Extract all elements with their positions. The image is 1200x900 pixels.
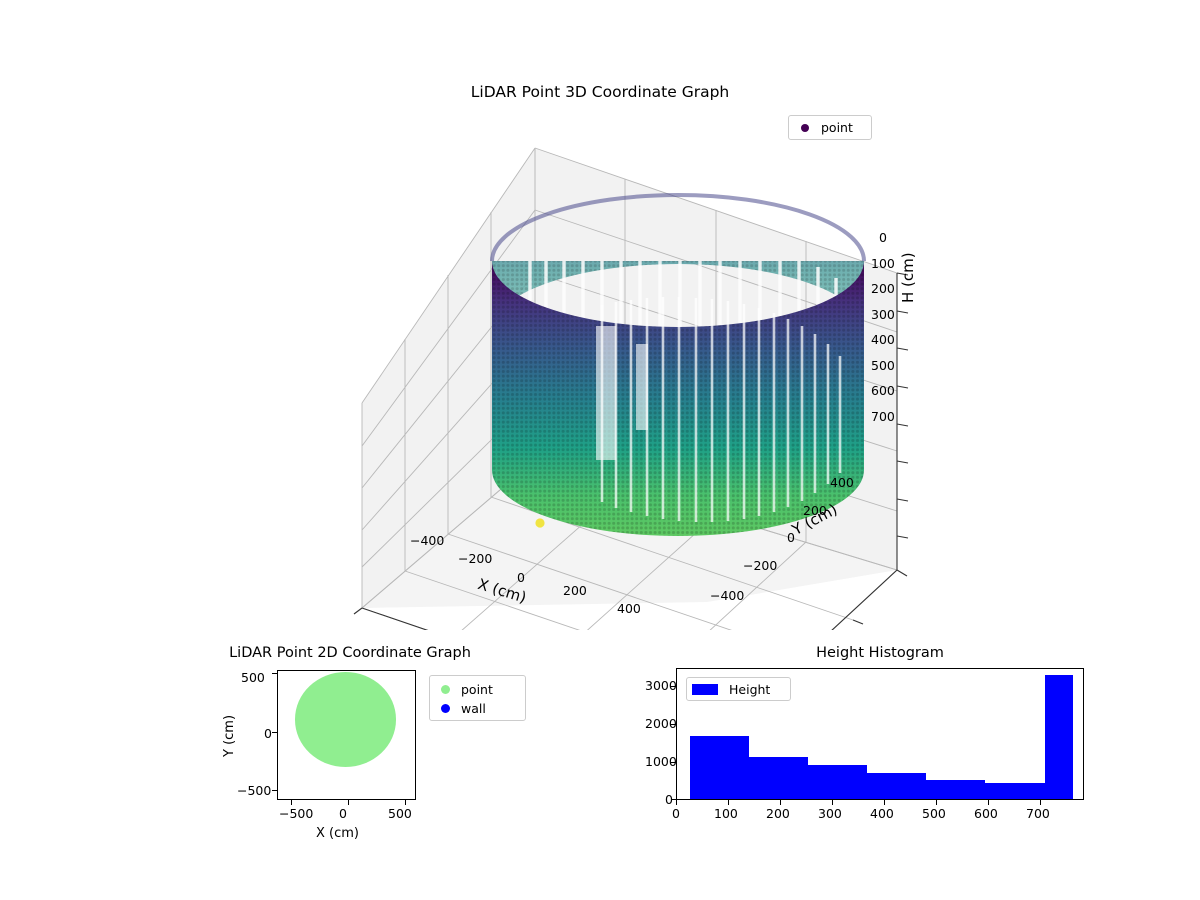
plot2d-xtickmark-2 bbox=[405, 800, 406, 805]
histogram-ytickmark-2 bbox=[671, 724, 676, 725]
plot2d-axes[interactable] bbox=[277, 670, 416, 800]
plot3d-ytick-0: −400 bbox=[710, 588, 745, 603]
histogram-title: Height Histogram bbox=[816, 645, 944, 661]
histogram-bar bbox=[748, 756, 809, 799]
plot3d-canvas bbox=[353, 147, 909, 630]
plot3d-ztick-0: 0 bbox=[879, 230, 887, 245]
histogram-legend: Height bbox=[686, 677, 791, 701]
plot2d-point-cloud bbox=[294, 671, 397, 767]
plot3d-xtick-2: 0 bbox=[517, 570, 525, 585]
plot3d-ztick-7: 700 bbox=[871, 409, 895, 424]
plot2d-xtick-2: 500 bbox=[388, 806, 412, 821]
plot2d-ytickmark-2 bbox=[272, 790, 277, 791]
histogram-xtick-7: 700 bbox=[1026, 806, 1050, 821]
histogram-ytick-0: 0 bbox=[665, 792, 673, 807]
plot3d-axis-spines bbox=[361, 273, 898, 630]
plot3d-ztick-1: 100 bbox=[871, 256, 895, 271]
histogram-xtickmark-3 bbox=[832, 800, 833, 805]
plot2d-legend-entry-point: point bbox=[436, 680, 519, 699]
plot3d-pointcloud bbox=[490, 193, 866, 536]
plot2d-legend-label-point: point bbox=[461, 682, 493, 697]
plot3d-ytick-3: 200 bbox=[803, 503, 827, 518]
histogram-ytickmark-3 bbox=[671, 686, 676, 687]
histogram-ytickmark-0 bbox=[671, 799, 676, 800]
plot2d-ytick-0: 500 bbox=[241, 670, 265, 685]
plot2d-ytickmark-1 bbox=[272, 732, 277, 733]
histogram-ytickmark-1 bbox=[671, 762, 676, 763]
histogram-ytick-1: 1000 bbox=[645, 754, 677, 769]
histogram-xtickmark-6 bbox=[988, 800, 989, 805]
histogram-xtick-6: 600 bbox=[974, 806, 998, 821]
plot3d-ytick-1: −200 bbox=[743, 558, 778, 573]
histogram-bar bbox=[1044, 674, 1073, 799]
histogram-ytick-2: 2000 bbox=[645, 716, 677, 731]
plot2d-xaxis-label: X (cm) bbox=[316, 826, 359, 841]
plot2d-title: LiDAR Point 2D Coordinate Graph bbox=[229, 645, 471, 661]
legend-point-marker-icon bbox=[801, 123, 809, 132]
histogram-bar bbox=[689, 736, 749, 799]
plot2d-xtickmark-1 bbox=[348, 800, 349, 805]
plot2d-legend: point wall bbox=[429, 675, 526, 721]
histogram-bar bbox=[985, 783, 1045, 799]
plot3d-tickmarks bbox=[353, 272, 909, 625]
plot3d-ytick-2: 0 bbox=[787, 530, 795, 545]
plot2d-xtick-1: 0 bbox=[339, 806, 347, 821]
legend-height-swatch-icon bbox=[692, 683, 718, 695]
legend-point-marker-icon bbox=[441, 685, 450, 694]
sensor-origin-marker bbox=[535, 518, 545, 528]
histogram-xtickmark-0 bbox=[676, 800, 677, 805]
plot3d-zaxis-label: H (cm) bbox=[899, 252, 917, 303]
legend-point-label: point bbox=[821, 120, 853, 135]
histogram-ytick-3: 3000 bbox=[645, 678, 677, 693]
plot3d-ztick-2: 200 bbox=[871, 281, 895, 296]
plot3d-ztick-4: 400 bbox=[871, 332, 895, 347]
histogram-xtickmark-7 bbox=[1040, 800, 1041, 805]
plot2d-ytick-1: 0 bbox=[264, 726, 272, 741]
histogram-xtick-5: 500 bbox=[922, 806, 946, 821]
plot2d-ytick-2: −500 bbox=[237, 783, 272, 798]
histogram-legend-label: Height bbox=[729, 681, 771, 697]
histogram-xtickmark-5 bbox=[936, 800, 937, 805]
plot3d-xtick-3: 200 bbox=[563, 583, 587, 598]
plot3d-ztick-5: 500 bbox=[871, 358, 895, 373]
legend-wall-marker-icon bbox=[441, 704, 450, 713]
histogram-bar bbox=[926, 780, 986, 799]
plot3d-axes[interactable] bbox=[340, 130, 940, 630]
plot2d-yaxis-label: Y (cm) bbox=[222, 714, 237, 757]
plot3d-xtick-1: −200 bbox=[458, 551, 493, 566]
histogram-xtick-2: 200 bbox=[766, 806, 790, 821]
histogram-xtick-4: 400 bbox=[870, 806, 894, 821]
histogram-xtick-1: 100 bbox=[714, 806, 738, 821]
histogram-xtickmark-4 bbox=[884, 800, 885, 805]
plot2d-xtick-0: −500 bbox=[279, 806, 314, 821]
histogram-bar bbox=[808, 765, 868, 799]
histogram-bar bbox=[867, 773, 927, 799]
plot2d-xtickmark-0 bbox=[291, 800, 292, 805]
plot3d-ytick-4: 400 bbox=[830, 475, 854, 490]
histogram-xtickmark-1 bbox=[728, 800, 729, 805]
plot3d-xtick-4: 400 bbox=[617, 601, 641, 616]
plot3d-xtick-0: −400 bbox=[410, 533, 445, 548]
plot3d-legend: point bbox=[788, 115, 872, 140]
plot3d-ztick-3: 300 bbox=[871, 307, 895, 322]
plot2d-ytickmark-0 bbox=[272, 673, 277, 674]
histogram-xtickmark-2 bbox=[780, 800, 781, 805]
plot2d-legend-label-wall: wall bbox=[461, 701, 486, 716]
plot2d-legend-entry-wall: wall bbox=[436, 699, 519, 718]
plot3d-ztick-6: 600 bbox=[871, 383, 895, 398]
histogram-xtick-0: 0 bbox=[672, 806, 680, 821]
plot3d-title: LiDAR Point 3D Coordinate Graph bbox=[470, 83, 730, 101]
histogram-xtick-3: 300 bbox=[818, 806, 842, 821]
